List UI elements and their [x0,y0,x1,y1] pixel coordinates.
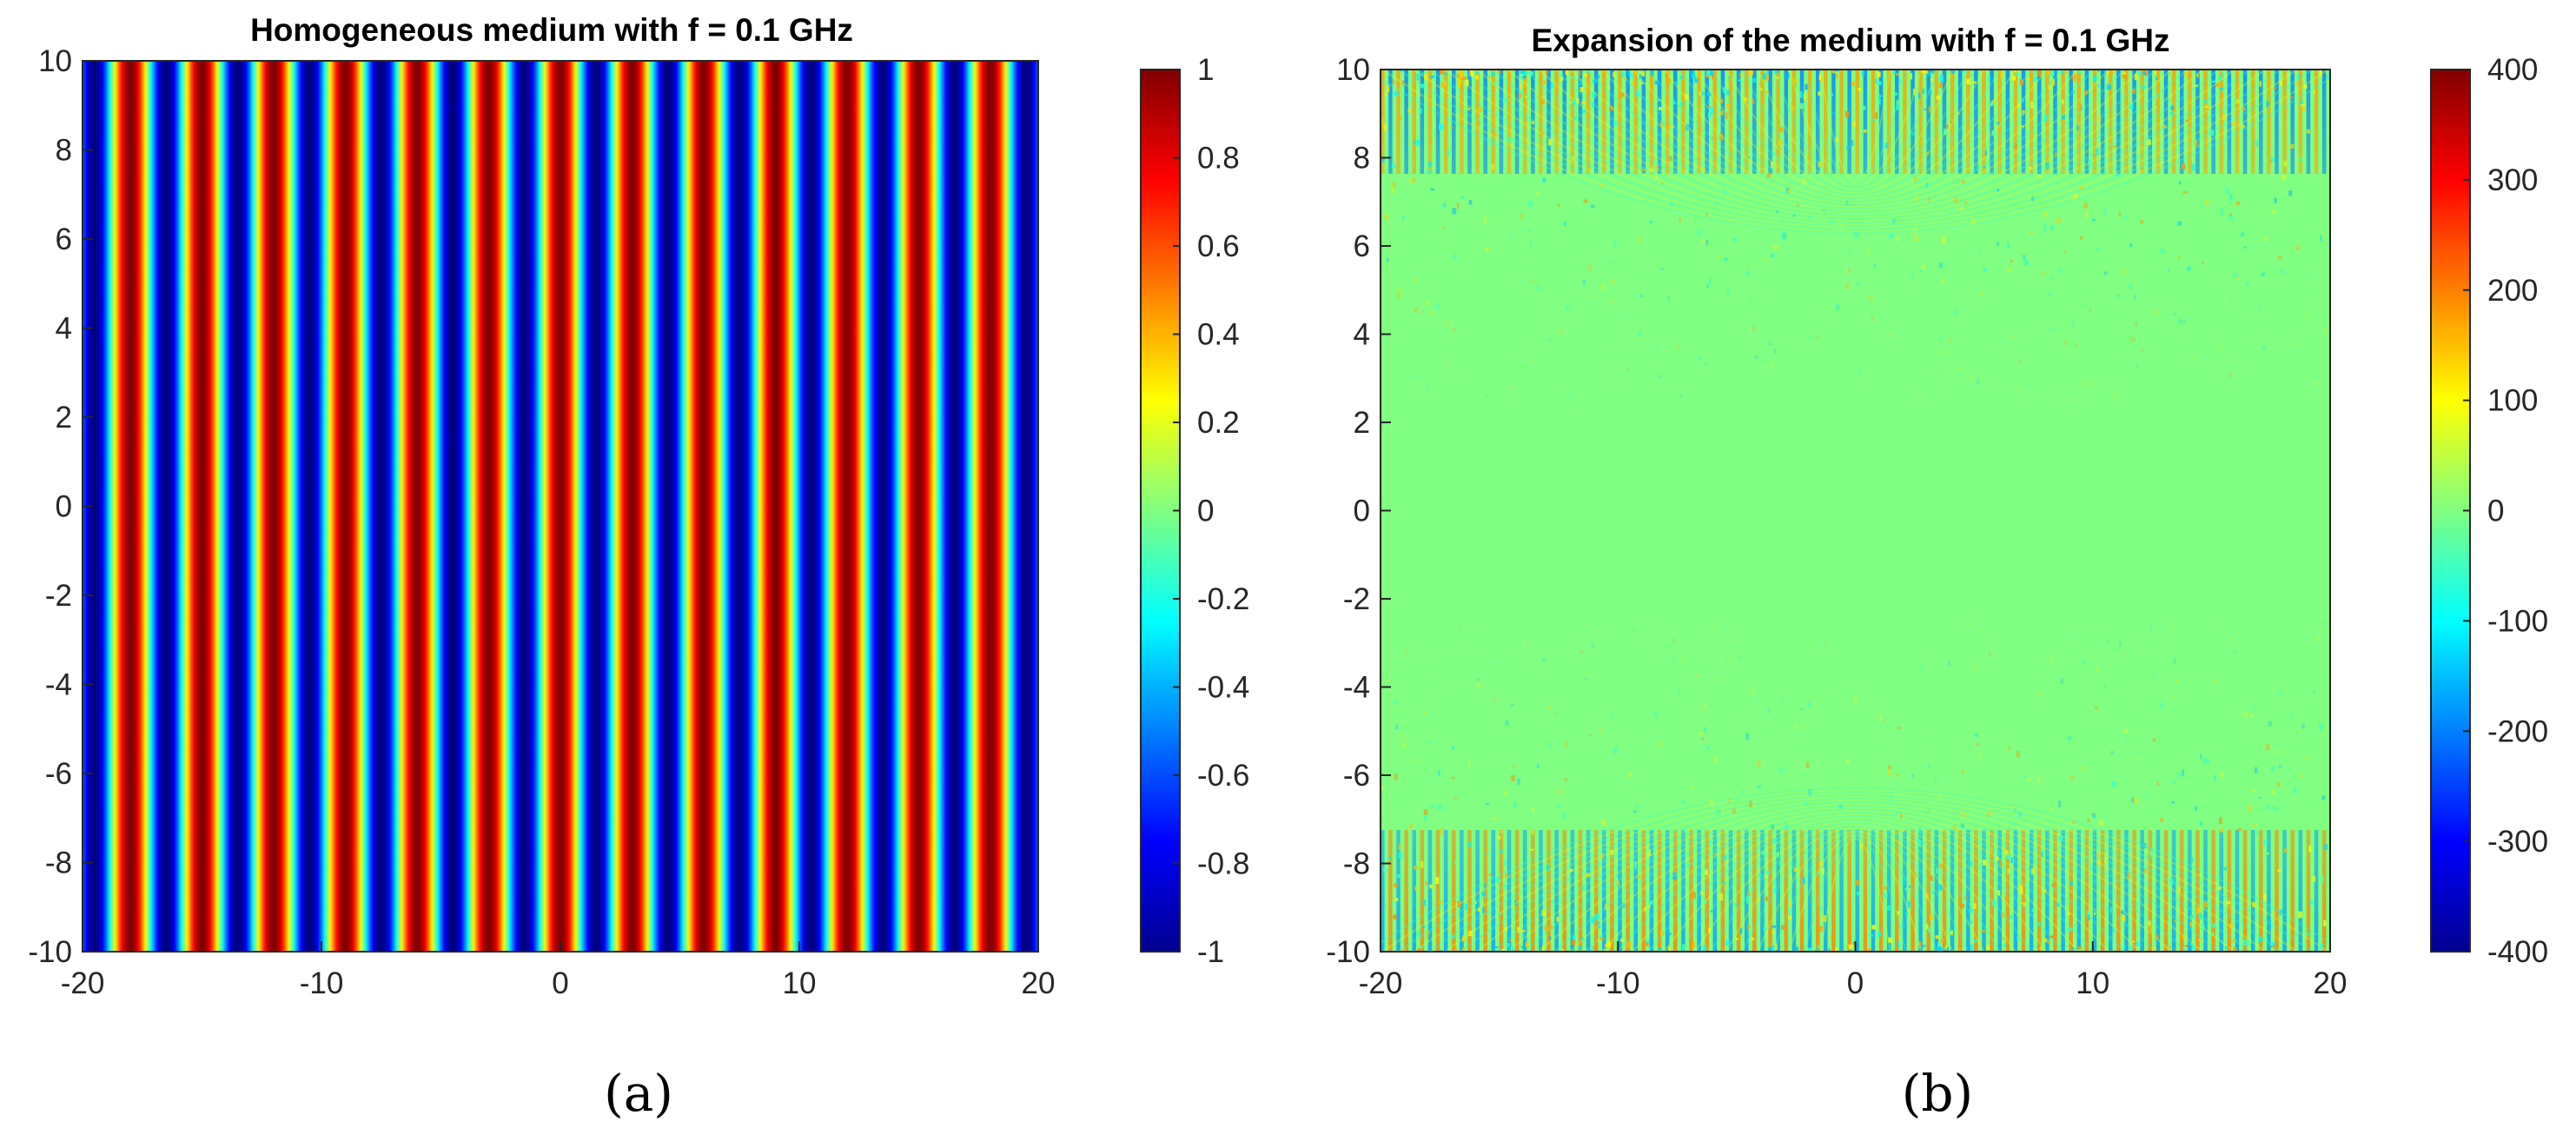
panel-b-y-tick-label: 0 [1354,495,1370,528]
panel-b-y-tick-label: 10 [1336,53,1370,87]
panel-a-colorbar-tick-label: 0.8 [1197,142,1240,176]
panel-b-colorbar-tick-label: -100 [2487,604,2548,638]
panel-a-colorbar-tick-label: -0.6 [1197,759,1249,793]
panel-b-colorbar-tick-label: 400 [2487,53,2538,87]
panel-b-colorbar-tick-label: 0 [2487,495,2504,528]
panel-b-colorbar-tick-label: 100 [2487,384,2538,418]
panel-b-colorbar-tick-label: -300 [2487,825,2548,859]
panel-a-colorbar-tick-label: -0.8 [1197,847,1249,881]
panel-b-colorbar-ticks: -400 -300 -200 -100 0 100 200 300 400 [2463,53,2548,969]
panel-a-colorbar-tick-label: 0 [1197,495,1214,528]
panel-a-y-tick-label: 10 [38,44,72,78]
panel-b-y-tick-label: -10 [1326,935,1370,969]
panel-a-y-tick-label: -8 [45,847,72,880]
panel-b-x-tick-label: 20 [2314,966,2348,1000]
panel-b-y-tick-label: 6 [1354,229,1370,263]
panel-a-y-tick-label: 4 [56,312,72,346]
panel-a-x-tick-label: -10 [300,966,344,1000]
panel-b-heatmap [1381,70,2330,952]
panel-a-title: Homogeneous medium with f = 0.1 GHz [250,12,853,48]
panel-b-x-tick-label: -10 [1596,966,1640,1000]
panel-b-colorbar-tick-label: 200 [2487,274,2538,308]
panel-b-colorbar-tick-label: -200 [2487,714,2548,748]
panel-b: Expansion of the medium with f = 0.1 GHz… [1326,23,2548,1123]
panel-b-x-tick-label: -20 [1359,966,1403,1000]
panel-a-colorbar-tick-label: -0.2 [1197,582,1249,616]
panel-a-x-tick-label: 20 [1022,966,1056,1000]
panel-a-colorbar-tick-label: 0.6 [1197,229,1240,263]
panel-a-heatmap [83,61,1038,952]
panel-a-y-tick-label: -4 [45,668,72,702]
panel-b-y-tick-label: -6 [1343,759,1370,793]
panel-a-colorbar-tick-label: 0.2 [1197,406,1240,440]
panel-a-colorbar-tick-label: -0.4 [1197,671,1249,705]
panel-b-caption: (b) [1902,1064,1973,1123]
panel-a: Homogeneous medium with f = 0.1 GHz -20-… [28,12,1249,1123]
panel-a-y-tick-label: 8 [56,134,72,168]
panel-a-x-tick-label: 10 [783,966,817,1000]
panel-a-y-tick-label: 2 [56,401,72,435]
panel-a-colorbar-tick-label: 0.4 [1197,318,1240,352]
panel-a-y-tick-label: -2 [45,579,72,613]
panel-b-y-tick-label: -4 [1343,671,1370,705]
panel-a-y-tick-label: -6 [45,757,72,791]
panel-a-x-tick-label: 0 [552,966,568,1000]
panel-b-y-tick-label: -2 [1343,582,1370,616]
panel-b-y-tick-label: 2 [1354,406,1370,440]
panel-b-colorbar-tick-label: -400 [2487,935,2548,969]
panel-b-x-tick-label: 10 [2076,966,2109,1000]
panel-b-y-tick-label: -8 [1343,847,1370,881]
panel-b-x-tick-label: 0 [1847,966,1864,1000]
panel-b-colorbar-tick-label: 300 [2487,163,2538,197]
panel-b-y-tick-label: 4 [1354,318,1370,352]
panel-a-y-tick-label: 0 [56,490,72,524]
panel-a-y-tick-label: -10 [28,935,72,969]
panel-a-x-tick-label: -20 [61,966,105,1000]
panel-a-y-tick-label: 6 [56,222,72,256]
panel-b-title: Expansion of the medium with f = 0.1 GHz [1532,23,2170,58]
panel-a-colorbar-ticks: -1 -0.8 -0.6 -0.4 -0.2 0 0.2 0.4 0.6 0.8 1 [1173,53,1249,969]
panel-a-colorbar-tick-label: -1 [1197,935,1224,969]
panel-a-colorbar-tick-label: 1 [1197,53,1214,87]
panel-b-y-tick-label: 8 [1354,142,1370,176]
panel-a-caption: (a) [604,1064,673,1123]
